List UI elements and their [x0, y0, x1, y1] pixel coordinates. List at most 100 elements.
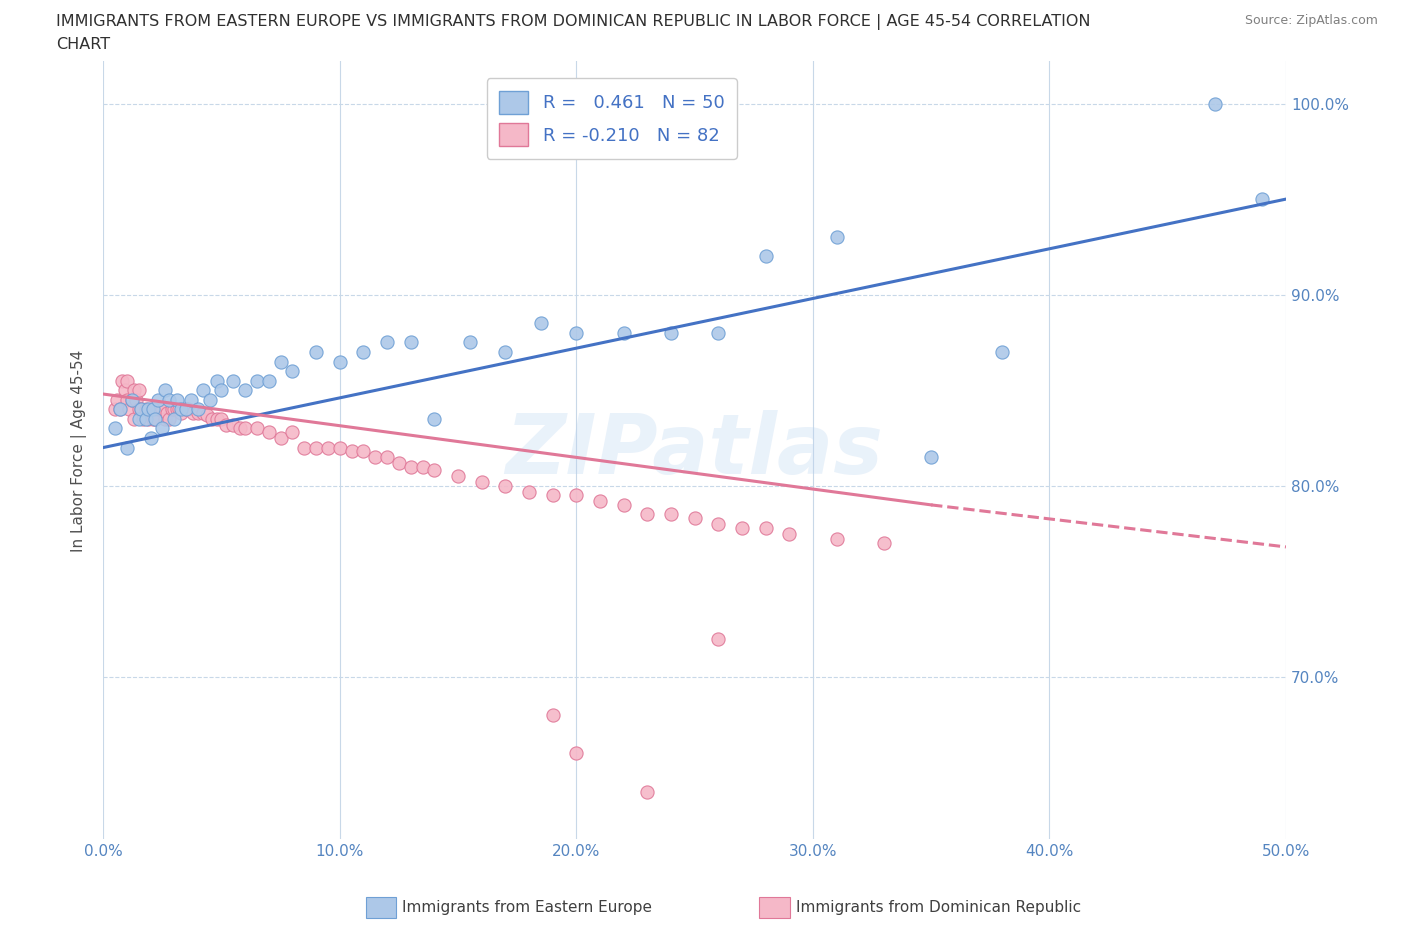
Point: [153, 411, 176, 426]
Point: [160, 402, 183, 417]
Point: [305, 440, 328, 455]
Point: [136, 402, 159, 417]
Point: [177, 402, 200, 417]
Point: [494, 344, 516, 359]
Point: [132, 411, 155, 426]
Point: [139, 402, 162, 417]
Point: [167, 402, 190, 417]
Point: [125, 392, 148, 407]
Point: [1204, 96, 1226, 111]
Point: [222, 418, 245, 432]
Point: [142, 402, 165, 417]
Point: [1251, 192, 1274, 206]
Point: [114, 383, 136, 398]
Point: [150, 421, 173, 436]
Point: [375, 450, 398, 465]
Point: [589, 494, 612, 509]
Point: [153, 383, 176, 398]
Point: [108, 402, 131, 417]
Point: [613, 326, 636, 340]
Point: [222, 373, 245, 388]
Point: [121, 392, 143, 407]
Point: [352, 444, 374, 458]
Point: [115, 392, 138, 407]
Point: [149, 402, 172, 417]
Point: [170, 405, 193, 420]
Point: [246, 373, 269, 388]
Point: [233, 421, 256, 436]
Point: [135, 402, 157, 417]
Point: [111, 373, 134, 388]
Point: [159, 411, 181, 426]
Point: [613, 498, 636, 512]
Point: [257, 425, 280, 440]
Point: [920, 450, 942, 465]
Point: [166, 402, 188, 417]
Point: [233, 383, 256, 398]
Point: [128, 402, 150, 417]
Point: [104, 421, 127, 436]
Point: [143, 411, 166, 426]
Point: [281, 364, 304, 379]
Point: [115, 440, 138, 455]
Point: [754, 521, 776, 536]
Point: [316, 440, 339, 455]
Point: [163, 402, 186, 417]
Point: [754, 249, 776, 264]
Point: [281, 425, 304, 440]
Point: [128, 411, 150, 426]
Point: [191, 405, 214, 420]
Point: [163, 411, 186, 426]
Point: [142, 411, 165, 426]
Point: [205, 373, 228, 388]
Point: [211, 411, 233, 426]
Point: [257, 373, 280, 388]
Text: ZIPatlas: ZIPatlas: [506, 410, 883, 491]
Point: [108, 402, 131, 417]
Point: [246, 421, 269, 436]
Point: [991, 344, 1014, 359]
Point: [136, 411, 159, 426]
Point: [211, 383, 233, 398]
Point: [375, 335, 398, 350]
Point: [825, 532, 848, 547]
Point: [873, 536, 896, 551]
Point: [118, 402, 141, 417]
Point: [399, 335, 422, 350]
Point: [825, 230, 848, 245]
Point: [423, 411, 446, 426]
Point: [191, 383, 214, 398]
Point: [121, 392, 143, 407]
Legend: R =   0.461   N = 50, R = -0.210   N = 82: R = 0.461 N = 50, R = -0.210 N = 82: [486, 78, 737, 159]
Point: [135, 411, 157, 426]
Point: [128, 383, 150, 398]
Point: [565, 326, 588, 340]
Point: [198, 392, 221, 407]
Point: [707, 631, 730, 646]
Point: [146, 402, 169, 417]
Point: [187, 402, 209, 417]
Point: [122, 411, 145, 426]
Point: [399, 459, 422, 474]
Point: [270, 431, 292, 445]
Point: [146, 392, 169, 407]
Point: [187, 405, 209, 420]
Point: [181, 405, 204, 420]
Point: [139, 431, 162, 445]
Text: Immigrants from Eastern Europe: Immigrants from Eastern Europe: [402, 900, 652, 915]
Point: [205, 411, 228, 426]
Text: Immigrants from Dominican Republic: Immigrants from Dominican Republic: [796, 900, 1081, 915]
Point: [150, 402, 173, 417]
Point: [104, 402, 127, 417]
Point: [388, 456, 411, 471]
Point: [329, 354, 352, 369]
Point: [541, 488, 564, 503]
Point: [174, 402, 197, 417]
Point: [107, 392, 129, 407]
Point: [659, 326, 682, 340]
Point: [166, 392, 188, 407]
Point: [170, 402, 193, 417]
Y-axis label: In Labor Force | Age 45-54: In Labor Force | Age 45-54: [72, 350, 87, 551]
Point: [156, 405, 179, 420]
Text: Source: ZipAtlas.com: Source: ZipAtlas.com: [1244, 14, 1378, 27]
